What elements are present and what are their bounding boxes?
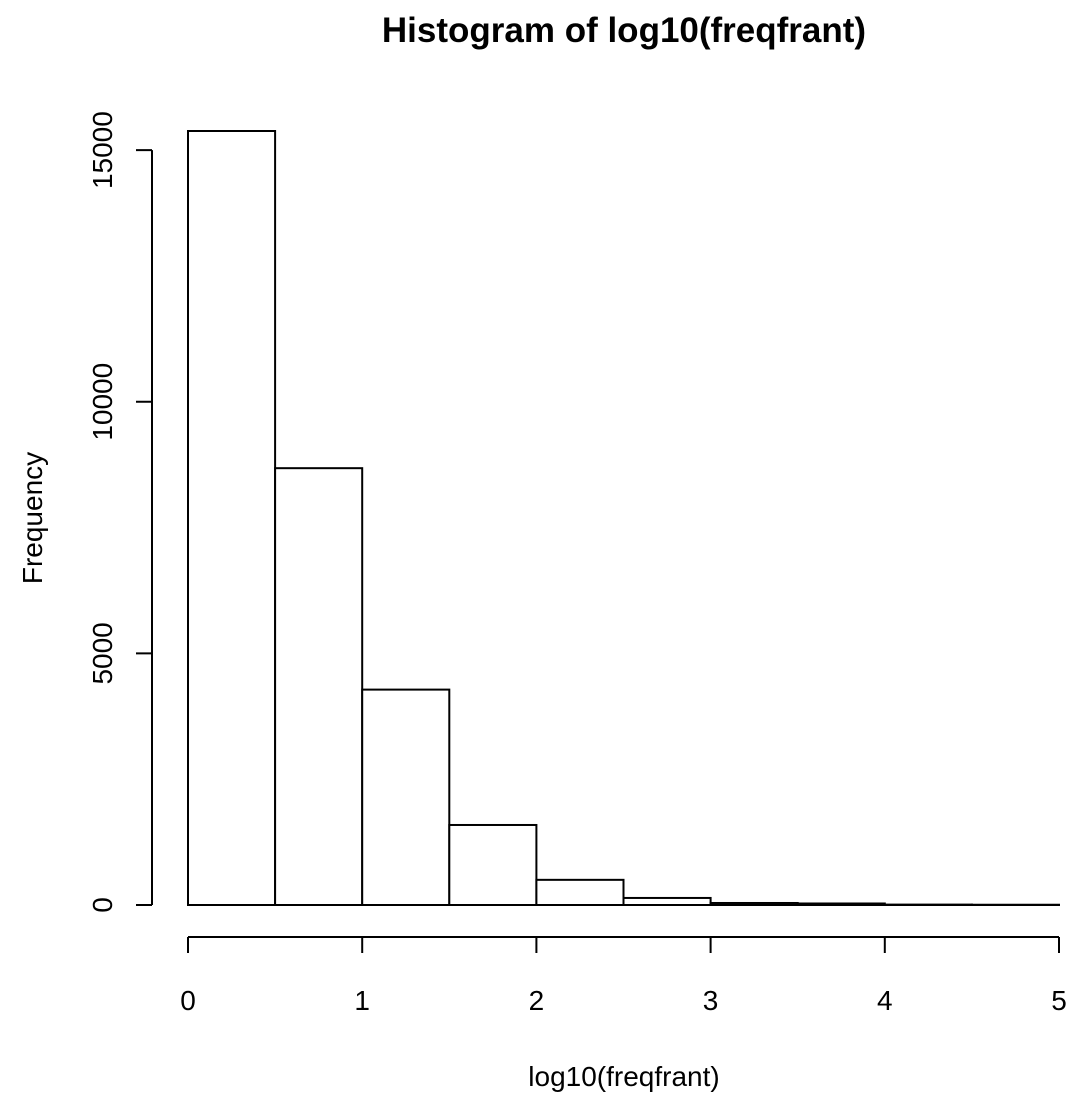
y-tick-label: 5000 — [87, 622, 118, 684]
histogram-bar — [187, 130, 277, 906]
y-tick-label: 0 — [87, 897, 118, 913]
y-axis-label: Frequency — [17, 452, 48, 584]
histogram-bar — [796, 902, 886, 906]
histogram-bar — [448, 823, 538, 906]
x-tick-label: 4 — [877, 985, 893, 1016]
x-axis: 0 1 2 3 4 5 — [180, 936, 1067, 1016]
histogram-bar — [361, 688, 451, 906]
histogram-bar — [709, 901, 799, 907]
x-tick-label: 5 — [1051, 985, 1067, 1016]
histogram-bar — [535, 878, 625, 907]
x-tick-label: 0 — [180, 985, 196, 1016]
x-tick-label: 3 — [703, 985, 719, 1016]
y-axis: 0 5000 10000 15000 — [87, 111, 153, 913]
x-axis-label: log10(freqfrant) — [528, 1061, 719, 1092]
bars-group — [187, 130, 1061, 907]
x-tick-label: 1 — [354, 985, 370, 1016]
histogram-bar — [622, 896, 712, 906]
histogram-bar — [274, 467, 364, 906]
y-tick-label: 15000 — [87, 111, 118, 189]
chart-title: Histogram of log10(freqfrant) — [382, 11, 866, 50]
y-tick-label: 10000 — [87, 363, 118, 441]
x-tick-label: 2 — [529, 985, 545, 1016]
